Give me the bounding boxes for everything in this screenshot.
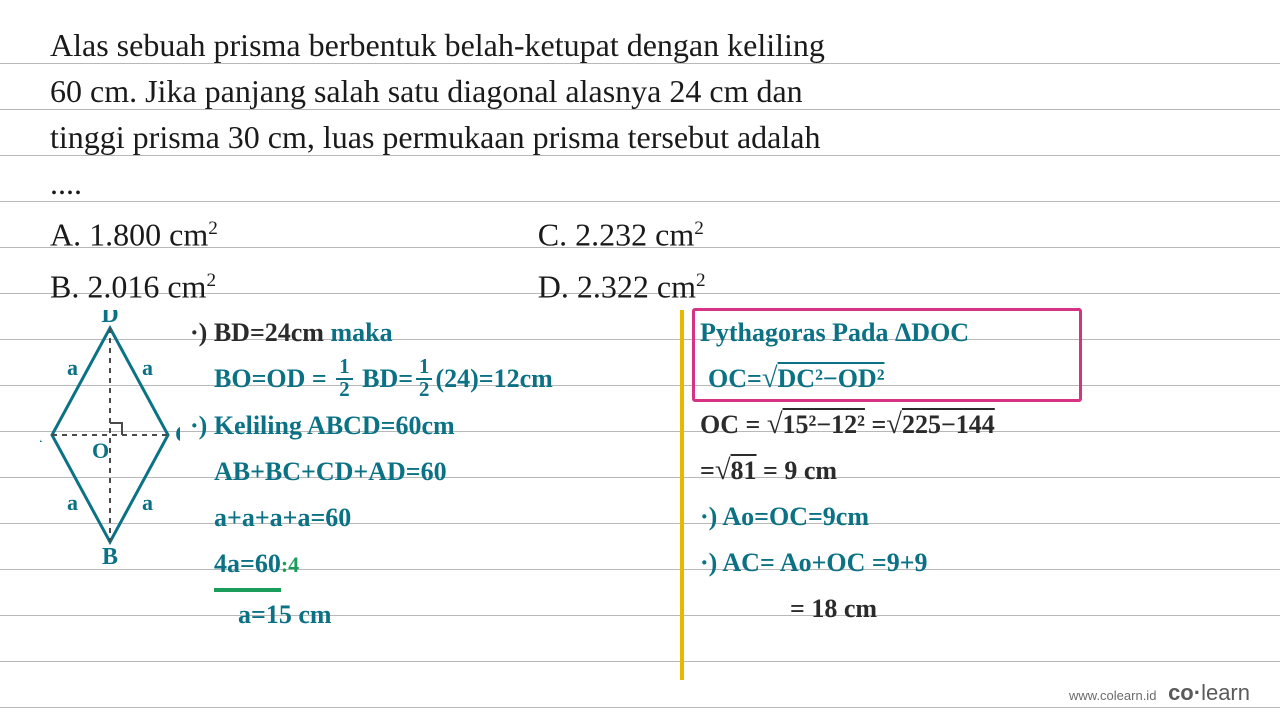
question-line-3: tinggi prisma 30 cm, luas permukaan pris… bbox=[50, 114, 1230, 160]
side-a-4: a bbox=[142, 490, 153, 515]
question-line-2: 60 cm. Jika panjang salah satu diagonal … bbox=[50, 68, 1230, 114]
vertex-a: A bbox=[40, 422, 43, 448]
rhombus-diagram: D B A C O a a a a bbox=[40, 310, 180, 570]
vertex-c: C bbox=[175, 422, 180, 448]
mid-line-3: ·) Keliling ABCD=60cm bbox=[190, 403, 680, 449]
yellow-divider bbox=[680, 310, 684, 680]
mid-line-2: BO=OD = 12 BD=12(24)=12cm bbox=[190, 356, 680, 403]
option-d: D. 2.322 cm2 bbox=[538, 258, 706, 310]
option-c: C. 2.232 cm2 bbox=[538, 206, 706, 258]
answer-options: A. 1.800 cm2 B. 2.016 cm2 C. 2.232 cm2 D… bbox=[50, 206, 1230, 309]
side-a-3: a bbox=[67, 490, 78, 515]
right-line-1: Pythagoras Pada ΔDOC bbox=[700, 310, 1240, 356]
content-area: Alas sebuah prisma berbentuk belah-ketup… bbox=[0, 0, 1280, 309]
mid-line-6: 4a=60:4 bbox=[190, 541, 680, 592]
side-a-2: a bbox=[142, 355, 153, 380]
work-middle-column: ·) BD=24cm maka BO=OD = 12 BD=12(24)=12c… bbox=[180, 310, 680, 638]
center-o: O bbox=[92, 438, 109, 463]
watermark-url: www.colearn.id bbox=[1069, 688, 1156, 703]
question-text: Alas sebuah prisma berbentuk belah-ketup… bbox=[50, 22, 1230, 160]
right-line-6: ·) AC= Ao+OC =9+9 bbox=[700, 540, 1240, 586]
right-line-4: =√81 = 9 cm bbox=[700, 448, 1240, 494]
option-a: A. 1.800 cm2 bbox=[50, 206, 218, 258]
watermark: www.colearn.id co·learn bbox=[1069, 680, 1250, 706]
vertex-d: D bbox=[101, 310, 118, 328]
right-line-3: OC = √15²−12² =√225−144 bbox=[700, 402, 1240, 448]
question-line-1: Alas sebuah prisma berbentuk belah-ketup… bbox=[50, 22, 1230, 68]
side-a-1: a bbox=[67, 355, 78, 380]
right-line-5: ·) Ao=OC=9cm bbox=[700, 494, 1240, 540]
handwriting-area: D B A C O a a a a ·) BD=24cm maka BO=OD … bbox=[40, 310, 1240, 638]
brand-logo: co·learn bbox=[1168, 680, 1250, 705]
right-line-7: = 18 cm bbox=[700, 586, 1240, 632]
mid-line-7: a=15 cm bbox=[190, 592, 680, 638]
mid-line-5: a+a+a+a=60 bbox=[190, 495, 680, 541]
question-ellipsis: .... bbox=[50, 160, 1230, 206]
diagram-column: D B A C O a a a a bbox=[40, 310, 180, 638]
work-right-column: Pythagoras Pada ΔDOC OC=√DC²−OD² OC = √1… bbox=[680, 310, 1240, 638]
option-b: B. 2.016 cm2 bbox=[50, 258, 218, 310]
mid-line-1: ·) BD=24cm maka bbox=[190, 310, 680, 356]
vertex-b: B bbox=[102, 544, 118, 570]
mid-line-4: AB+BC+CD+AD=60 bbox=[190, 449, 680, 495]
right-line-2: OC=√DC²−OD² bbox=[700, 356, 1240, 402]
